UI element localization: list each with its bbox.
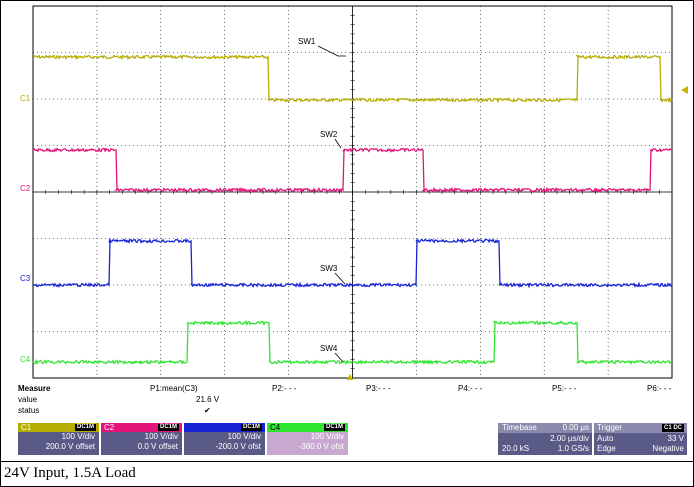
channel-box-c4[interactable]: C4 DC1M 100 V/div -380.0 V ofst — [267, 423, 348, 455]
trigger-label: Trigger — [597, 423, 623, 432]
trigger-level-marker[interactable] — [681, 86, 688, 94]
channel-box-c1[interactable]: C1 DC1M 100 V/div 200.0 V offset — [18, 423, 99, 455]
channel-box-c2-vdiv: 100 V/div — [144, 432, 178, 441]
p2-header[interactable]: P2:- - - — [272, 384, 297, 393]
sw2-trace — [32, 146, 673, 194]
timebase-rate: 1.0 GS/s — [557, 444, 589, 453]
trigger-source: C1 DC — [661, 424, 684, 432]
p1-header[interactable]: P1:mean(C3) — [150, 384, 198, 393]
figure-caption: 24V Input, 1.5A Load — [0, 461, 694, 485]
timebase-box[interactable]: Timebase 0.00 µs 2.00 µs/div 20.0 kS 1.0… — [498, 423, 592, 455]
waveform-display: SW1 SW2 SW3 SW4 C1 C2 C3 C4 — [20, 5, 688, 380]
measure-panel: Measure P1:mean(C3) P2:- - - P3:- - - P4… — [18, 384, 688, 422]
channel-box-c2-coupling: DC1M — [157, 424, 179, 431]
c3-marker[interactable]: C3 — [20, 274, 31, 283]
measure-title: Measure — [18, 384, 51, 393]
sw3-trace — [32, 237, 673, 289]
trigger-slope: Negative — [652, 444, 684, 453]
channel-box-c1-offset: 200.0 V offset — [45, 442, 95, 451]
p3-header[interactable]: P3:- - - — [366, 384, 391, 393]
channel-box-c2[interactable]: C2 DC1M 100 V/div 0.0 V offset — [101, 423, 182, 455]
sw1-label: SW1 — [298, 37, 316, 46]
sw3-label: SW3 — [320, 264, 338, 273]
channel-box-c3-offset: -200.0 V ofst — [215, 442, 261, 451]
channel-box-c4-name: C4 — [270, 423, 281, 432]
timebase-tdiv: 2.00 µs/div — [550, 434, 589, 443]
trigger-mode: Auto — [597, 434, 614, 443]
timebase-label: Timebase — [502, 423, 537, 432]
trigger-type: Edge — [597, 444, 616, 453]
trigger-position-marker[interactable] — [346, 374, 354, 380]
value-row-label: value — [18, 395, 38, 404]
channel-box-c1-coupling: DC1M — [74, 424, 96, 431]
channel-box-c2-offset: 0.0 V offset — [137, 442, 178, 451]
p5-header[interactable]: P5:- - - — [552, 384, 577, 393]
timebase-delay: 0.00 µs — [562, 423, 589, 432]
channel-box-c1-vdiv: 100 V/div — [61, 432, 95, 441]
channel-box-c4-offset: -380.0 V ofst — [298, 442, 344, 451]
waveform-traces — [32, 45, 673, 365]
channel-box-c4-vdiv: 100 V/div — [310, 432, 344, 441]
status-row-label: status — [18, 406, 40, 415]
timebase-samples: 20.0 kS — [502, 444, 530, 453]
channel-box-c3[interactable]: DC1M 100 V/div -200.0 V ofst — [184, 423, 265, 455]
channel-box-c2-name: C2 — [104, 423, 115, 432]
p1-value: 21.6 V — [196, 395, 220, 404]
c4-marker[interactable]: C4 — [20, 355, 31, 364]
sw2-label: SW2 — [320, 130, 338, 139]
channel-box-c3-coupling: DC1M — [240, 424, 262, 431]
p4-header[interactable]: P4:- - - — [458, 384, 483, 393]
channel-box-c1-name: C1 — [21, 423, 32, 432]
channel-box-c4-coupling: DC1M — [323, 424, 345, 431]
channel-box-c3-vdiv: 100 V/div — [227, 432, 261, 441]
trigger-box[interactable]: Trigger C1 DC Auto 33 V Edge Negative — [594, 423, 687, 455]
trace-labels: SW1 SW2 SW3 SW4 C1 C2 C3 C4 — [20, 37, 688, 380]
sw4-trace — [32, 319, 673, 365]
c2-marker[interactable]: C2 — [20, 184, 31, 193]
p1-status-check-icon: ✔ — [204, 406, 211, 415]
sw1-trace — [32, 54, 673, 104]
trigger-level: 33 V — [667, 434, 684, 443]
sw4-label: SW4 — [320, 344, 338, 353]
p6-header[interactable]: P6:- - - — [647, 384, 672, 393]
c1-marker[interactable]: C1 — [20, 94, 31, 103]
